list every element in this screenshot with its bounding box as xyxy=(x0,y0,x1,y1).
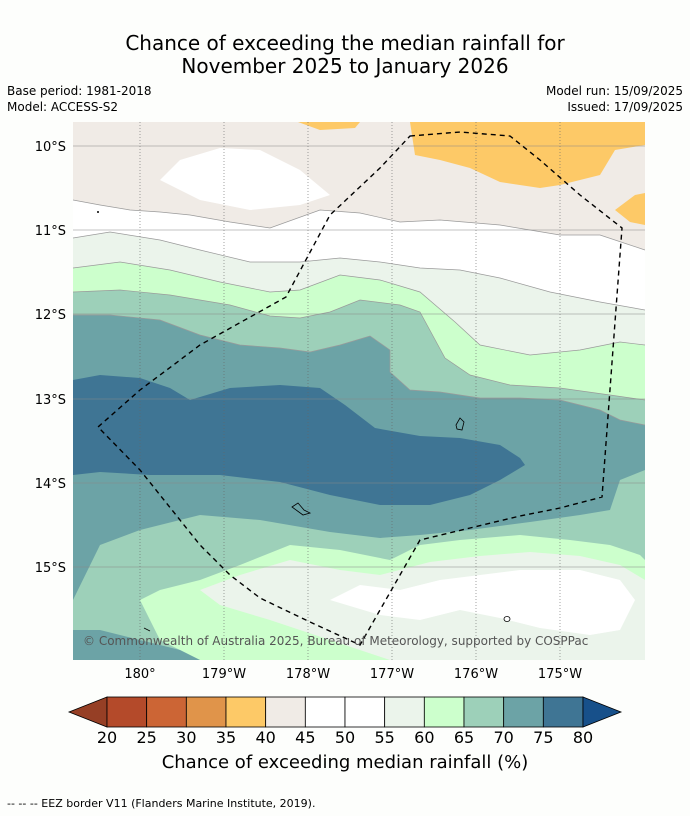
island-outline xyxy=(291,502,312,516)
lon-label: 175°W xyxy=(538,667,582,682)
contour-75-80 xyxy=(73,375,525,505)
colorbar-bin xyxy=(423,696,465,728)
colorbar-tick-label: 25 xyxy=(136,728,156,747)
map-svg: © Commonwealth of Australia 2025, Bureau… xyxy=(35,122,645,747)
colorbar-tick-label: 75 xyxy=(533,728,553,747)
colorbar-bin xyxy=(106,696,148,728)
colorbar-tick-label: 45 xyxy=(295,728,315,747)
colorbar-bin xyxy=(304,696,346,728)
colorbar-over-triangle xyxy=(582,696,623,728)
colorbar-bin xyxy=(225,696,267,728)
colorbar-bin xyxy=(384,696,425,728)
island-outline xyxy=(455,417,465,431)
colorbar-tick-label: 55 xyxy=(374,728,394,747)
longitude-labels: 180° 179°W 178°W 177°W 176°W 175°W xyxy=(124,667,582,682)
contour-lines xyxy=(73,199,645,426)
lon-label: 179°W xyxy=(202,667,246,682)
latitude-gridlines xyxy=(73,145,645,568)
latitude-labels: 10°S 11°S 12°S 13°S 14°S 15°S xyxy=(35,140,66,576)
colorbar-bin xyxy=(503,696,544,728)
lat-label: 10°S xyxy=(35,140,66,155)
colorbar-bin xyxy=(542,696,584,728)
contour-35-40 xyxy=(298,122,360,130)
eez-border xyxy=(96,131,623,646)
colorbar-tick-label: 30 xyxy=(176,728,196,747)
colorbar-bin xyxy=(146,696,187,728)
colorbar-tick-label: 60 xyxy=(414,728,434,747)
model-run-text: Model run: 15/09/2025 xyxy=(545,84,683,98)
colorbar-bin xyxy=(265,696,306,728)
island-outline xyxy=(503,616,511,622)
colorbar-tick-label: 70 xyxy=(493,728,513,747)
colorbar-title: Chance of exceeding median rainfall (%) xyxy=(161,752,529,773)
colorbar-tick-label: 40 xyxy=(255,728,275,747)
colorbar-bin xyxy=(344,696,386,728)
issued-text: Issued: 17/09/2025 xyxy=(567,100,683,114)
lat-label: 13°S xyxy=(35,393,66,408)
colorbar-tick-label: 50 xyxy=(335,728,355,747)
rainfall-map xyxy=(73,122,645,660)
lat-label: 14°S xyxy=(35,477,66,492)
lat-label: 12°S xyxy=(35,308,66,323)
lon-label: 178°W xyxy=(286,667,330,682)
colorbar-tick-label: 20 xyxy=(97,728,117,747)
lon-label: 177°W xyxy=(370,667,414,682)
colorbar: 20 25 30 35 40 45 50 55 60 65 70 75 80 xyxy=(67,696,623,747)
base-period-text: Base period: 1981-2018 xyxy=(7,84,152,98)
map-title-line-2: November 2025 to January 2026 xyxy=(181,54,509,78)
map-title-line-1: Chance of exceeding the median rainfall … xyxy=(125,31,565,55)
eez-footnote: -- -- -- EEZ border V11 (Flanders Marine… xyxy=(7,797,316,810)
lon-label: 176°W xyxy=(454,667,498,682)
colorbar-bin xyxy=(463,696,505,728)
colorbar-tick-label: 65 xyxy=(454,728,474,747)
lat-label: 15°S xyxy=(35,561,66,576)
colorbar-under-triangle xyxy=(67,696,108,728)
model-text: Model: ACCESS-S2 xyxy=(7,100,119,114)
lon-label: 180° xyxy=(124,667,155,682)
colorbar-tick-label: 80 xyxy=(573,728,593,747)
colorbar-tick-label: 35 xyxy=(216,728,236,747)
copyright-text: © Commonwealth of Australia 2025, Bureau… xyxy=(83,634,588,648)
lat-label: 11°S xyxy=(35,224,66,239)
colorbar-bin xyxy=(185,696,227,728)
